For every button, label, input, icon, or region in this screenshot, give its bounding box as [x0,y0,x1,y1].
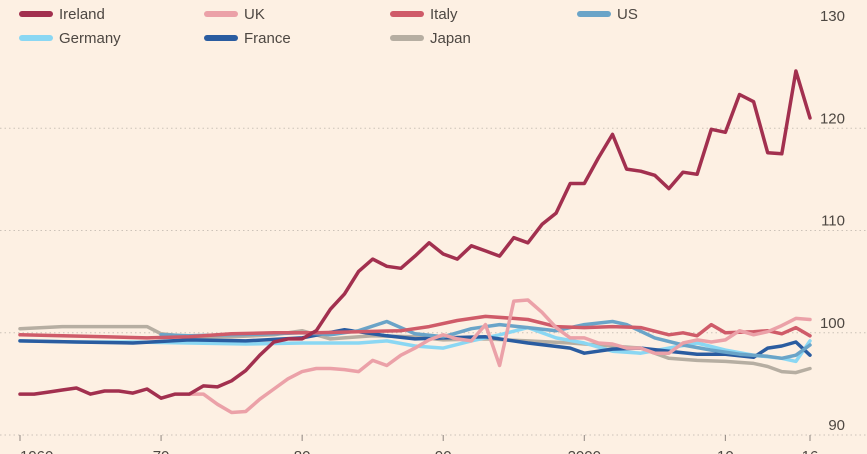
y-tick-label: 120 [820,110,845,127]
x-tick-label: 1960 [20,448,53,454]
x-tick-label: 80 [294,448,311,454]
legend-label-japan: Japan [430,30,471,47]
y-tick-label: 130 [820,8,845,25]
grid-layer [0,127,867,436]
series-line-ireland [18,69,812,400]
y-tick-label: 110 [821,213,845,230]
series-line-uk [187,298,812,415]
legend-label-ireland: Ireland [59,6,105,23]
y-tick-label: 90 [828,417,845,434]
legend-label-italy: Italy [430,6,458,23]
y-tick-label: 100 [820,315,845,332]
y-axis: 90 100 110 120 130 [820,8,845,434]
legend-label-us: US [617,6,638,23]
series-layer [18,69,812,415]
legend: Ireland UK Italy US Germany France Japan [19,6,638,47]
legend-label-uk: UK [244,6,265,23]
x-tick-label: 2000 [568,448,601,454]
legend-label-france: France [244,30,291,47]
series-line-germany [18,325,812,364]
x-tick-label: 16 [802,448,819,454]
x-tick-label: 10 [717,448,734,454]
x-tick-label: 70 [153,448,170,454]
legend-label-germany: Germany [59,30,121,47]
x-axis: 1960 70 80 90 2000 10 16 [19,435,819,454]
x-tick-label: 90 [435,448,452,454]
